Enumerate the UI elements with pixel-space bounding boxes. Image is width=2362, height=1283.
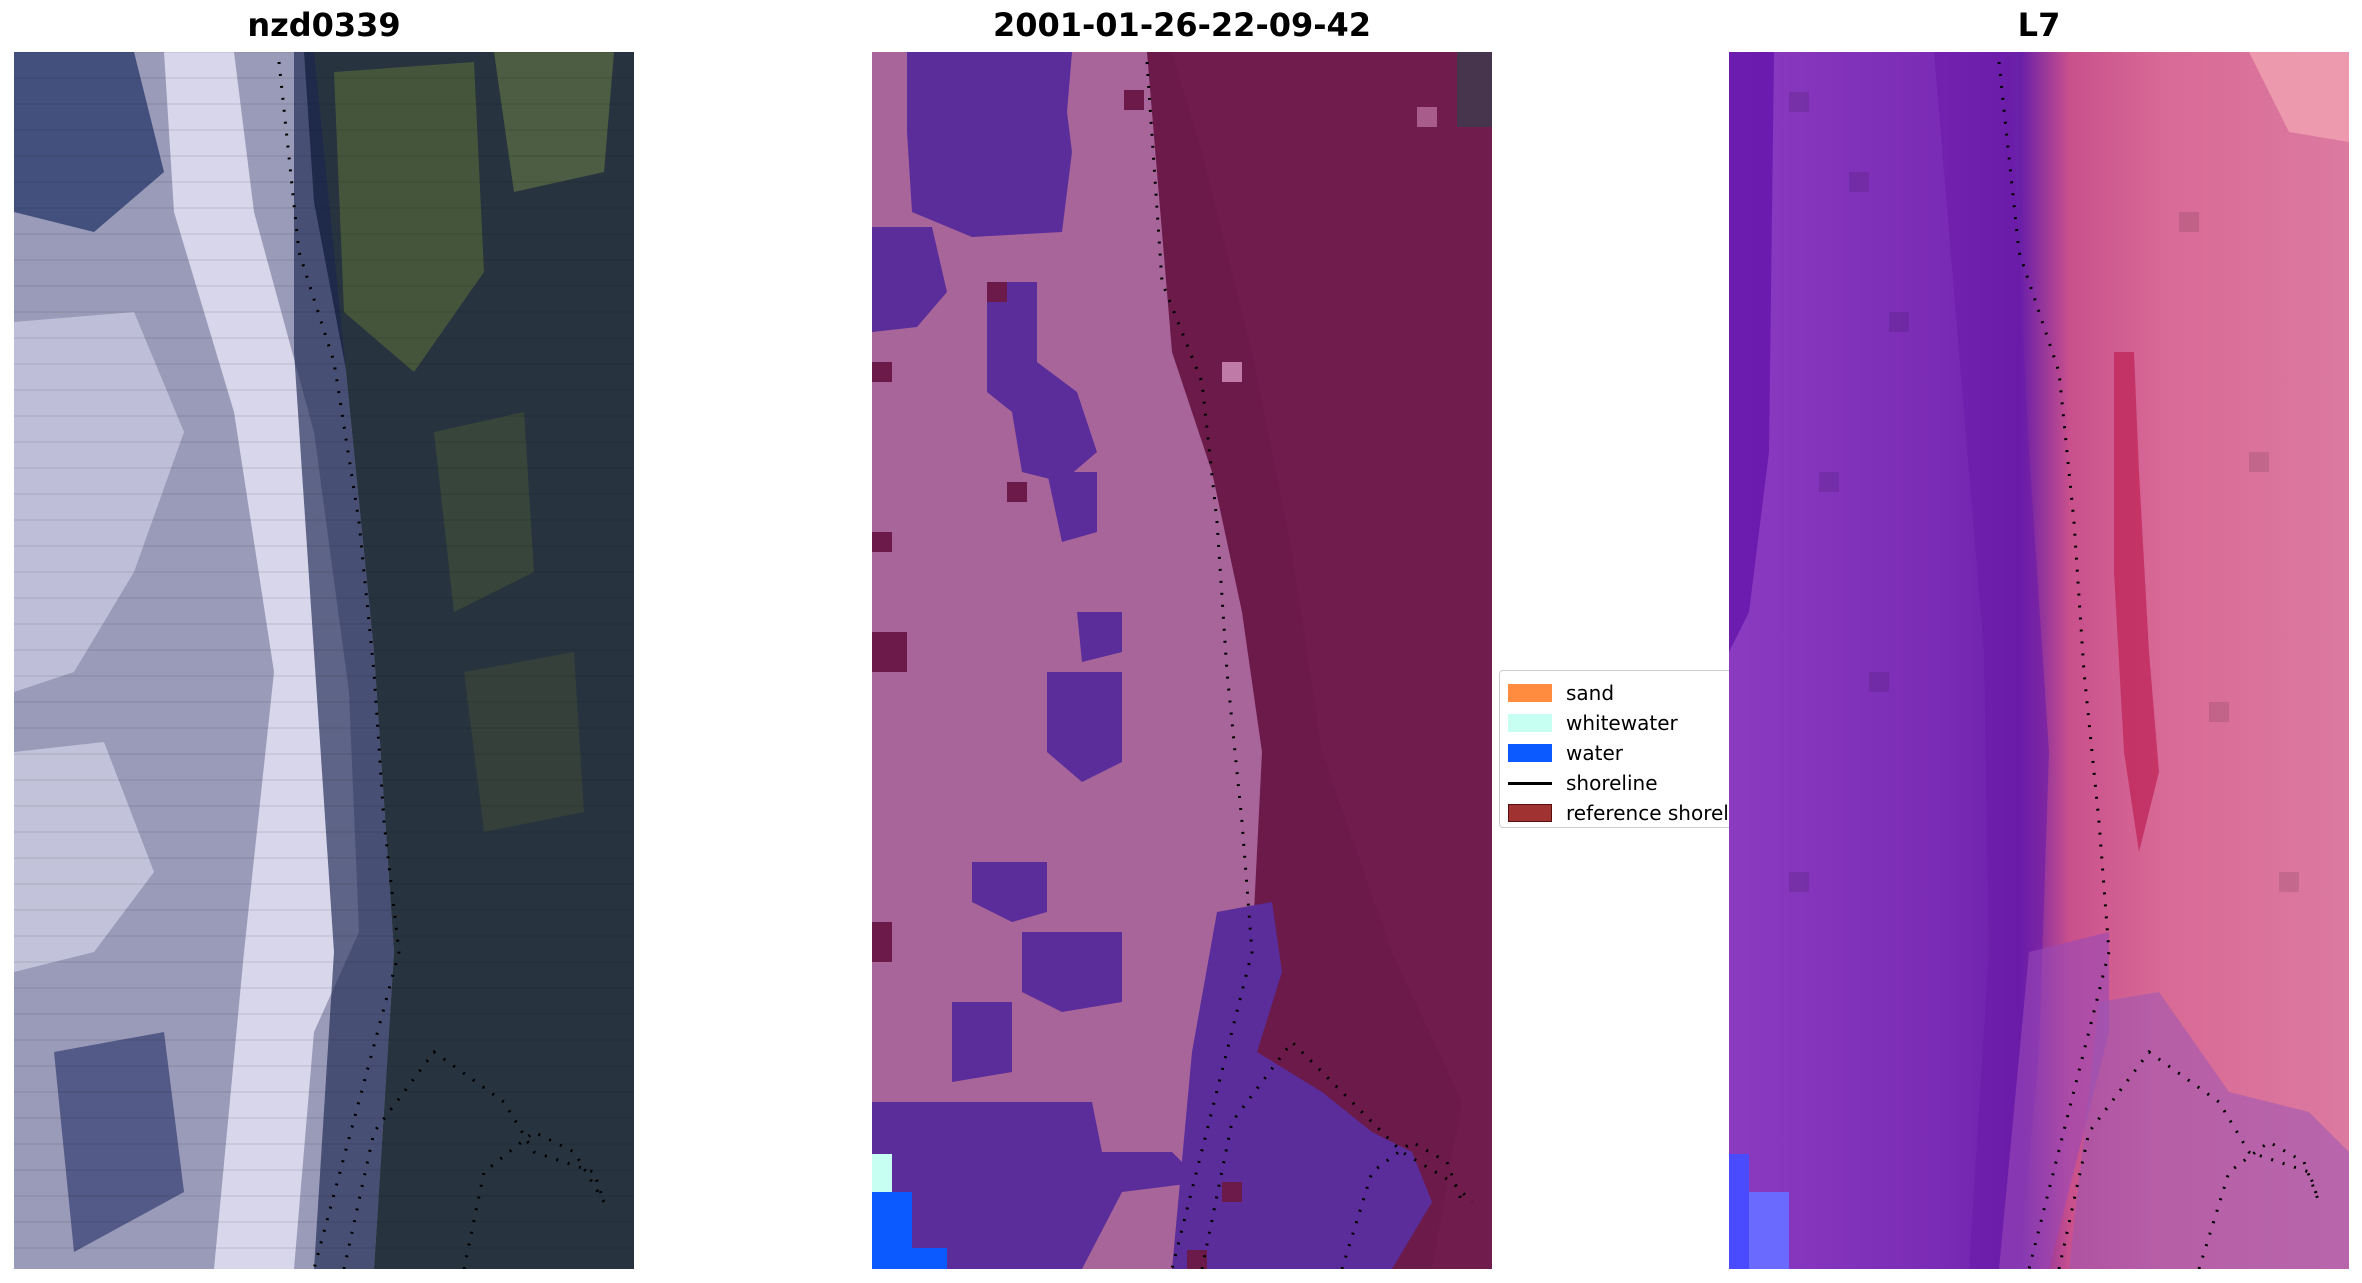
legend-item-sand: sand: [1508, 678, 1734, 708]
legend-label-water: water: [1566, 741, 1623, 765]
legend-item-reference-shoreline: reference shoreline: [1508, 798, 1734, 827]
whitewater-swatch-icon: [1508, 714, 1552, 732]
panel-title-satellite: L7: [2017, 6, 2061, 44]
legend-label-sand: sand: [1566, 681, 1615, 705]
index-image: [1729, 52, 2349, 1269]
legend-item-shoreline: shoreline: [1508, 768, 1734, 798]
legend-label-reference-shoreline: reference shoreline: [1566, 801, 1734, 825]
rgb-satellite-image: [14, 52, 634, 1269]
panel-title-date: 2001-01-26-22-09-42: [992, 6, 1372, 44]
rgb-raster: [14, 52, 634, 1269]
panel-title-rgb: nzd0339: [247, 6, 401, 44]
sand-swatch-icon: [1508, 684, 1552, 702]
legend-label-shoreline: shoreline: [1566, 771, 1658, 795]
legend-item-water: water: [1508, 738, 1734, 768]
legend: sand whitewater water shoreline referenc…: [1499, 670, 1735, 828]
water-swatch-icon: [1508, 744, 1552, 762]
legend-item-whitewater: whitewater: [1508, 708, 1734, 738]
legend-label-whitewater: whitewater: [1566, 711, 1678, 735]
classification-raster: [872, 52, 1492, 1269]
reference-shoreline-swatch-icon: [1508, 804, 1552, 822]
classified-image: [872, 52, 1492, 1269]
shoreline-line-icon: [1508, 781, 1552, 785]
index-raster: [1729, 52, 2349, 1269]
